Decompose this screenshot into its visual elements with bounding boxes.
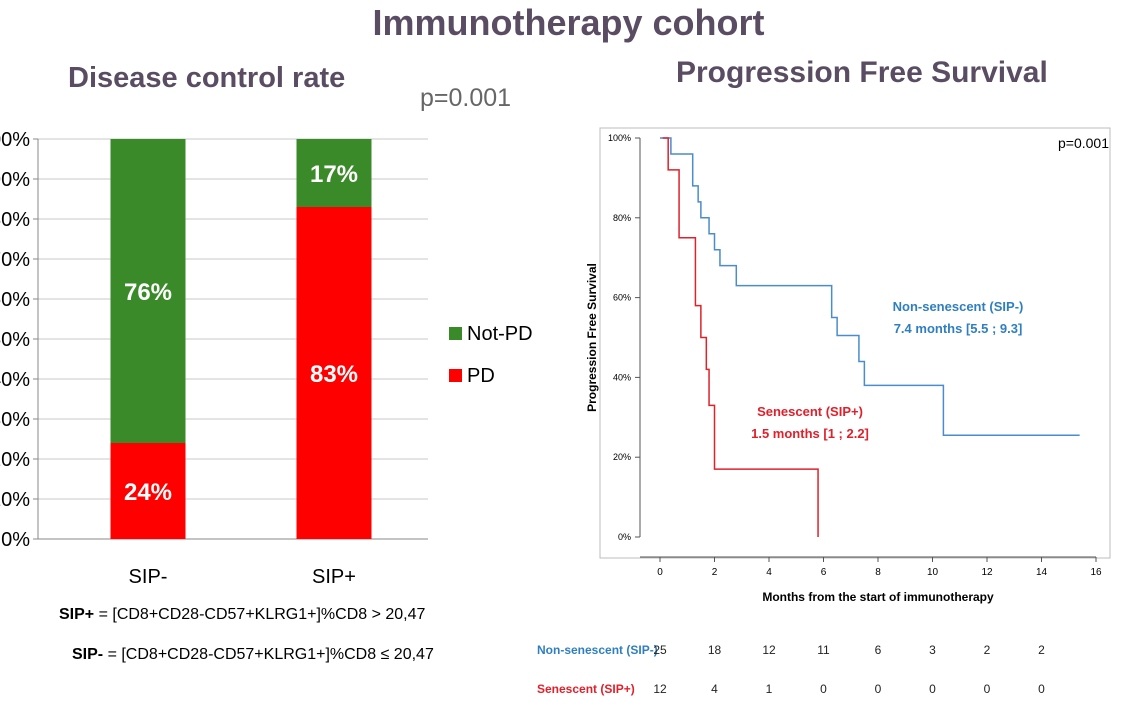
sip-plus-term: SIP+: [59, 606, 95, 623]
main-title: Immunotherapy cohort: [372, 2, 765, 43]
y-tick-label: 90%: [0, 169, 30, 191]
y-tick-label: 100%: [608, 133, 631, 143]
bar-data-label: 24%: [124, 479, 172, 506]
y-tick-label: 50%: [0, 329, 30, 351]
km-p-value: p=0.001: [1058, 135, 1109, 151]
x-axis-label: Months from the start of immunotherapy: [762, 590, 994, 604]
bar-pd-sip: [296, 207, 372, 539]
risk-table-count: 4: [711, 682, 718, 696]
sip-minus-formula: = [CD8+CD28-CD57+KLRG1+]%CD8 ≤ 20,47: [103, 646, 434, 663]
y-tick-label: 20%: [613, 452, 631, 462]
bar-data-label: 17%: [310, 161, 358, 188]
y-axis-label: Progression Free Survival: [585, 263, 599, 412]
curve-senescent: [662, 137, 819, 537]
x-tick-label: 0: [657, 567, 663, 578]
x-tick-label: 10: [927, 567, 939, 578]
x-tick-label: 8: [875, 567, 881, 578]
x-tick-label: 12: [981, 567, 993, 578]
km-chart-title: Progression Free Survival: [676, 56, 1048, 89]
km-chart: 0 2 4 6 8 10 12 14 16 0% 20% 40% 60% 80% 100% Months fr…: [585, 127, 1111, 604]
sip-plus-definition: SIP+ = [CD8+CD28-CD57+KLRG1+]%CD8 > 20,4…: [59, 606, 425, 624]
bar-data-label: 83%: [310, 361, 358, 388]
risk-table-count: 0: [929, 682, 936, 696]
risk-table-count: 12: [762, 643, 776, 657]
risk-table-row-label: Non-senescent (SIP-): [537, 643, 658, 657]
risk-table-count: 0: [983, 682, 991, 696]
legend-swatch: [449, 327, 462, 340]
x-tick-label: 16: [1090, 567, 1102, 578]
x-tick-label: 2: [712, 567, 718, 578]
y-tick-label: 60%: [613, 293, 631, 303]
y-tick-label: 10%: [0, 489, 30, 511]
bar-chart: 0% 10% 20% 30% 40% 50% 60% 70% 80% 90% 100% 24% 76% S…: [0, 129, 533, 588]
y-tick-label: 20%: [0, 449, 30, 471]
curve-annotation-median: 1.5 months [1 ; 2.2]: [751, 426, 869, 441]
x-tick-label: 4: [766, 567, 772, 578]
y-tick-label: 0%: [1, 529, 30, 551]
risk-table-row-label: Senescent (SIP+): [537, 682, 635, 696]
x-tick-label: 6: [821, 567, 827, 578]
y-tick-label: 60%: [0, 289, 30, 311]
risk-table-count: 0: [1038, 682, 1045, 696]
curve-annotation-name: Senescent (SIP+): [757, 404, 863, 419]
bar-data-label: 76%: [124, 279, 172, 306]
risk-table-row: Senescent (SIP+) 12 4 1 0 0 0 0 0: [0, 682, 1137, 702]
bar-not-pd-sip: [296, 139, 372, 207]
risk-table: Non-senescent (SIP-) 25 18 12 11 6 3 2 2 Senescen…: [0, 640, 1137, 710]
curve-non-senescent: [660, 137, 1080, 437]
y-tick-label: 30%: [0, 409, 30, 431]
risk-table-count: 6: [874, 643, 882, 657]
y-tick-label: 40%: [0, 369, 30, 391]
plot-frame: [599, 127, 1111, 559]
y-tick-label: 40%: [613, 372, 631, 382]
y-tick-label: 80%: [0, 209, 30, 231]
legend-label: Not-PD: [467, 323, 533, 345]
legend-label: PD: [467, 365, 495, 387]
legend-swatch: [449, 369, 462, 382]
bar-chart-title: Disease control rate: [68, 62, 346, 94]
risk-table-count: 12: [653, 682, 667, 696]
risk-table-count: 0: [874, 682, 882, 696]
y-tick-label: 0%: [618, 532, 631, 542]
curve-annotation-median: 7.4 months [5.5 ; 9.3]: [894, 321, 1023, 336]
risk-table-count: 1: [765, 682, 773, 696]
risk-table-count: 18: [707, 643, 722, 657]
x-category-label: SIP+: [312, 566, 356, 588]
risk-table-count: 2: [983, 643, 991, 657]
y-tick-label: 70%: [0, 249, 30, 271]
risk-table-count: 0: [820, 682, 827, 696]
risk-table-count: 11: [817, 643, 830, 657]
risk-table-count: 25: [653, 643, 667, 657]
risk-table-count: 2: [1038, 643, 1045, 657]
bar-not-pd-sip: [110, 139, 186, 443]
curve-annotation-name: Non-senescent (SIP-): [893, 299, 1024, 314]
y-tick-label: 80%: [613, 213, 631, 223]
sip-plus-formula: = [CD8+CD28-CD57+KLRG1+]%CD8 > 20,47: [94, 606, 426, 623]
sip-minus-term: SIP-: [72, 646, 104, 663]
sip-minus-definition: SIP- = [CD8+CD28-CD57+KLRG1+]%CD8 ≤ 20,4…: [72, 646, 434, 664]
risk-table-row: Non-senescent (SIP-) 25 18 12 11 6 3 2 2: [0, 643, 1137, 663]
x-tick-label: 14: [1036, 567, 1048, 578]
bar-pd-sip: [110, 443, 186, 539]
risk-table-count: 3: [929, 643, 936, 657]
x-category-label: SIP-: [129, 566, 168, 588]
y-tick-label: 100%: [0, 129, 30, 151]
bar-p-value: p=0.001: [420, 84, 512, 112]
